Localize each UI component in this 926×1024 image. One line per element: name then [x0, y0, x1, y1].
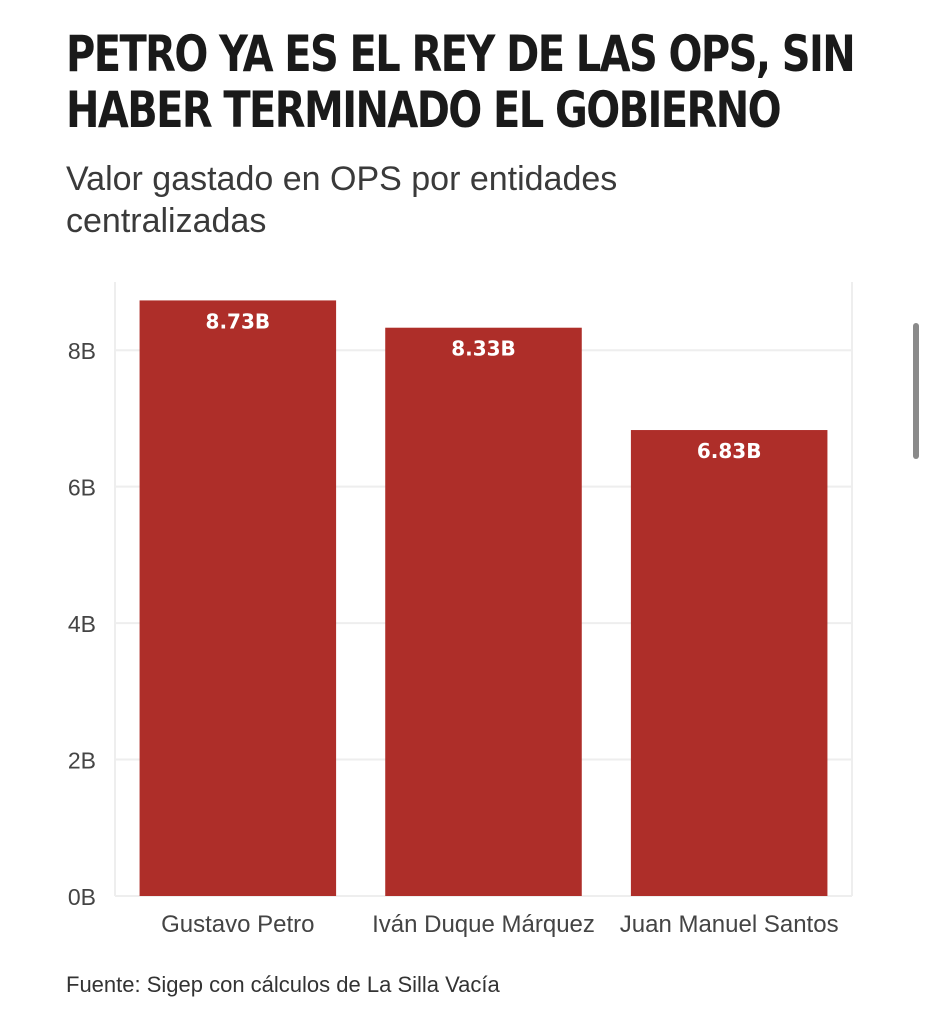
bar-value-label: 8.33B: [451, 337, 516, 361]
x-tick-label: Iván Duque Márquez: [372, 911, 595, 938]
x-tick-label: Gustavo Petro: [161, 911, 314, 938]
y-tick-label: 0B: [68, 884, 96, 910]
x-tick-label: Juan Manuel Santos: [620, 911, 839, 938]
chart-title-line-2: HABER TERMINADO EL GOBIERNO: [66, 81, 782, 139]
y-tick-label: 2B: [68, 748, 96, 774]
bar-value-label: 6.83B: [697, 439, 762, 463]
chart-labels: 0B 2B 4B 6B 8B 8.73B Gustavo Petro 8.33B Iván Du…: [68, 309, 839, 938]
chart-subtitle: Valor gastado en OPS por entidades centr…: [66, 160, 618, 240]
y-tick-label: 4B: [68, 611, 96, 637]
y-tick-label: 6B: [68, 475, 96, 501]
bar: [385, 327, 582, 897]
bar-value-label: 8.73B: [206, 309, 271, 333]
source-note: Fuente: Sigep con cálculos de La Silla V…: [66, 972, 500, 997]
y-tick-label: 8B: [68, 338, 96, 364]
bar: [630, 430, 828, 896]
scrollbar[interactable]: [913, 323, 919, 459]
bars: [139, 300, 828, 897]
bar: [139, 300, 337, 896]
